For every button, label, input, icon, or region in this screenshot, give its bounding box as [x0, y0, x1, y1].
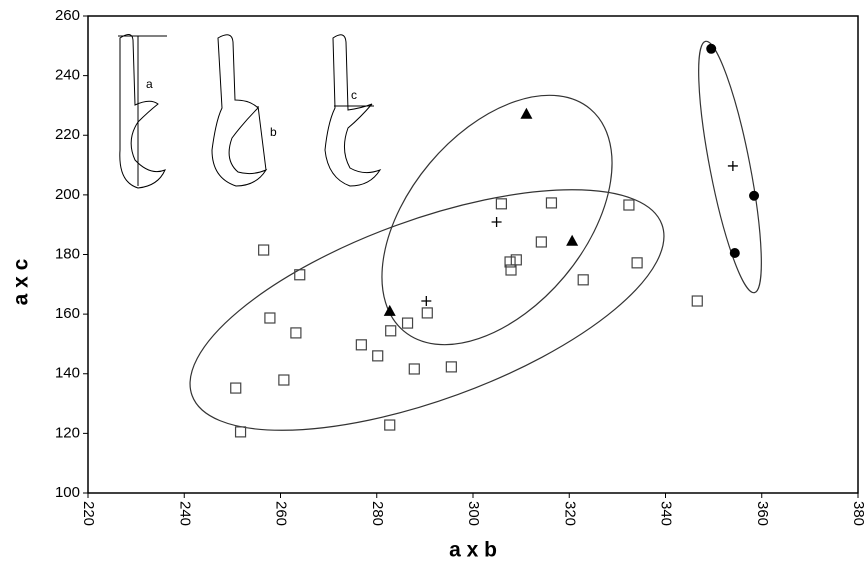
- square-point: [536, 237, 546, 247]
- square-point: [546, 198, 556, 208]
- square-point: [385, 420, 395, 430]
- chart: a b c a x b a x c 100 120 140 160 180 200 220 2…: [0, 0, 864, 566]
- y-tick-label: 200: [55, 186, 80, 203]
- square-point: [692, 296, 702, 306]
- square-point: [265, 313, 275, 323]
- y-tick-label: 260: [55, 7, 80, 24]
- square-point: [409, 364, 419, 374]
- square-point: [386, 326, 396, 336]
- ellipse-circles: [686, 38, 774, 297]
- y-tick-label: 240: [55, 67, 80, 84]
- x-tick-label: 220: [80, 501, 97, 526]
- y-tick-label: 120: [55, 424, 80, 441]
- circle-point: [730, 248, 740, 258]
- centroid-cross: [421, 296, 431, 306]
- x-tick-label: 340: [658, 501, 675, 526]
- x-tick-label: 260: [273, 501, 290, 526]
- square-point: [496, 199, 506, 209]
- centroid-cross: [728, 161, 738, 171]
- square-point: [231, 383, 241, 393]
- x-tick-label: 240: [176, 501, 193, 526]
- square-point: [356, 340, 366, 350]
- square-point: [236, 427, 246, 437]
- y-tick-label: 220: [55, 126, 80, 143]
- annotation: c: [351, 88, 357, 102]
- square-point: [422, 308, 432, 318]
- square-point: [624, 200, 634, 210]
- square-point: [632, 258, 642, 268]
- y-tick-label: 160: [55, 305, 80, 322]
- square-point: [291, 328, 301, 338]
- y-tick-label: 100: [55, 484, 80, 501]
- square-point: [446, 362, 456, 372]
- triangle-point: [566, 235, 578, 246]
- annotation: b: [270, 125, 277, 139]
- x-tick-label: 320: [561, 501, 578, 526]
- square-point: [259, 245, 269, 255]
- centroid-cross: [492, 217, 502, 227]
- x-tick-label: 300: [465, 501, 482, 526]
- circle-point: [749, 191, 759, 201]
- x-tick-label: 380: [850, 501, 864, 526]
- square-point: [373, 351, 383, 361]
- annotation: a: [146, 77, 153, 91]
- x-tick-label: 360: [754, 501, 771, 526]
- x-tick-label: 280: [369, 501, 386, 526]
- triangle-point: [520, 108, 532, 119]
- y-axis-label: a x c: [10, 258, 33, 305]
- y-tick-label: 140: [55, 365, 80, 382]
- plot-frame: [88, 16, 858, 493]
- x-axis-label: a x b: [449, 539, 497, 562]
- circle-point: [706, 44, 716, 54]
- ellipse-squares: [161, 140, 692, 480]
- square-point: [403, 318, 413, 328]
- square-point: [578, 275, 588, 285]
- square-point: [279, 375, 289, 385]
- hook-diagrams: a b c: [118, 34, 380, 188]
- triangle-point: [384, 305, 396, 316]
- y-tick-label: 180: [55, 245, 80, 262]
